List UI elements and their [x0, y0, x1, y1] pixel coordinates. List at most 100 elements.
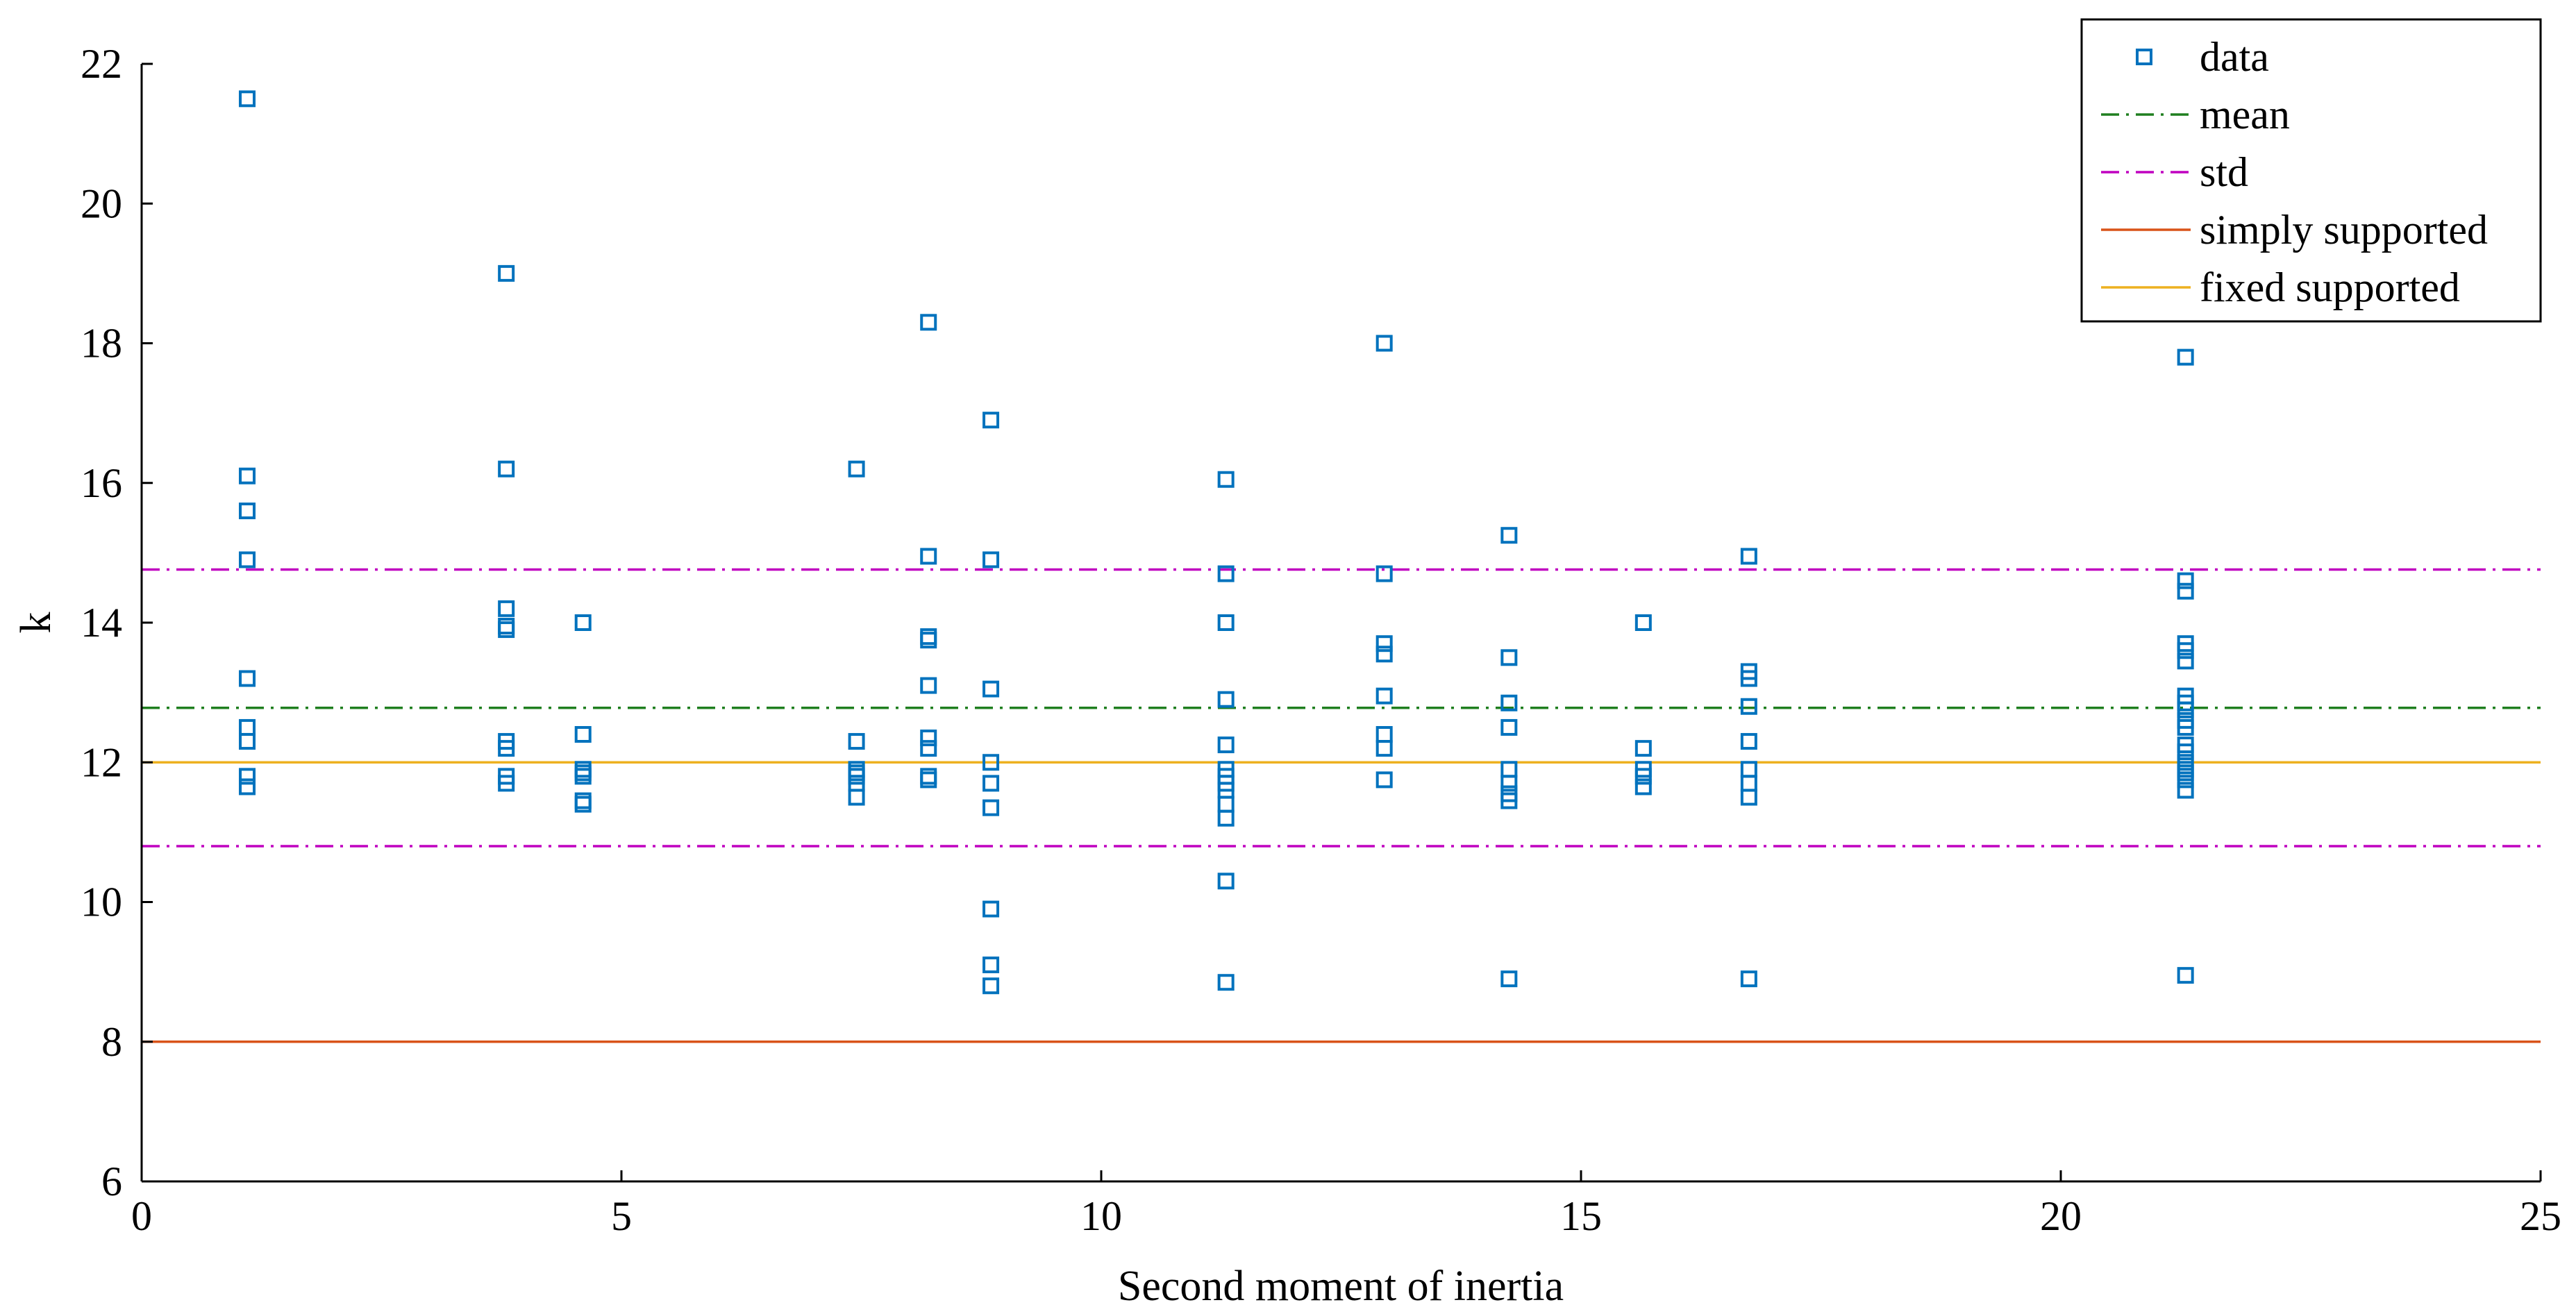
legend-label-std: std — [2200, 149, 2248, 195]
tick-labels: 0 5 10 15 20 25 6 8 10 12 14 16 18 20 22 — [81, 41, 2561, 1239]
data-point — [498, 775, 515, 792]
data-point — [1500, 761, 1518, 778]
data-point — [1634, 778, 1652, 795]
data-point — [982, 775, 1000, 792]
data-point — [1634, 740, 1652, 757]
y-tick-label: 8 — [101, 1019, 122, 1065]
data-point — [239, 733, 256, 750]
legend-label-mean: mean — [2200, 92, 2290, 137]
data-point — [1500, 775, 1518, 792]
data-point — [2177, 652, 2194, 670]
data-point — [1500, 718, 1518, 736]
data-point — [2177, 701, 2194, 718]
data-point — [2177, 582, 2194, 600]
data-point — [1500, 694, 1518, 711]
data-point — [1740, 548, 1757, 565]
data-point — [1740, 970, 1757, 988]
data-point — [239, 718, 256, 736]
data-point — [2177, 967, 2194, 984]
data-point — [1217, 691, 1235, 708]
data-point — [498, 621, 515, 639]
data-point — [2177, 642, 2194, 659]
data-point — [1375, 687, 1393, 705]
x-tick-label: 5 — [611, 1193, 632, 1239]
data-point — [239, 778, 256, 795]
x-tick-label: 15 — [1560, 1193, 1602, 1239]
data-point — [848, 460, 865, 478]
data-point — [982, 977, 1000, 995]
data-point — [498, 618, 515, 635]
data-point — [920, 771, 937, 789]
data-point — [574, 726, 592, 743]
data-point — [2177, 771, 2194, 789]
legend-label-fixed-supported: fixed supported — [2200, 264, 2460, 310]
data-point — [1634, 614, 1652, 631]
legend: data mean std simply supported fixed support… — [2080, 18, 2542, 323]
data-point — [982, 754, 1000, 771]
data-point — [498, 600, 515, 617]
y-tick-label: 10 — [81, 879, 122, 925]
data-point — [1217, 471, 1235, 488]
x-tick-label: 20 — [2040, 1193, 2082, 1239]
data-point — [1740, 761, 1757, 778]
data-point — [920, 740, 937, 757]
data-points — [239, 90, 2194, 995]
data-point — [1217, 974, 1235, 991]
legend-label-simply-supported: simply supported — [2200, 207, 2488, 253]
data-point — [498, 460, 515, 478]
data-point — [920, 314, 937, 331]
data-point — [574, 792, 592, 809]
data-point — [1375, 335, 1393, 352]
data-point — [1217, 873, 1235, 890]
data-point — [574, 795, 592, 813]
data-point — [982, 680, 1000, 698]
data-point — [498, 740, 515, 757]
data-point — [498, 264, 515, 282]
x-tick-label: 25 — [2520, 1193, 2561, 1239]
data-point — [982, 412, 1000, 429]
data-point — [239, 467, 256, 485]
y-tick-label: 20 — [81, 180, 122, 226]
data-point — [982, 799, 1000, 816]
y-tick-label: 14 — [81, 600, 122, 646]
data-point — [920, 677, 937, 694]
data-point — [2177, 572, 2194, 589]
x-tick-label: 10 — [1080, 1193, 1122, 1239]
data-point — [1500, 527, 1518, 544]
y-tick-label: 22 — [81, 41, 122, 87]
data-point — [574, 768, 592, 785]
data-point — [1375, 635, 1393, 652]
data-point — [982, 900, 1000, 918]
data-point — [2177, 348, 2194, 366]
data-point — [1375, 771, 1393, 789]
data-point — [239, 503, 256, 519]
legend-label-data: data — [2200, 34, 2269, 80]
data-point — [920, 548, 937, 565]
data-point — [920, 768, 937, 785]
data-point — [1217, 736, 1235, 754]
data-point — [848, 733, 865, 750]
data-point — [1740, 698, 1757, 715]
data-point — [2177, 743, 2194, 761]
data-point — [2177, 718, 2194, 736]
data-point — [920, 730, 937, 747]
data-point — [920, 632, 937, 649]
data-point — [239, 551, 256, 568]
data-point — [2177, 782, 2194, 799]
data-point — [239, 90, 256, 108]
y-tick-label: 12 — [81, 739, 122, 785]
data-point — [1375, 646, 1393, 663]
data-point — [1375, 740, 1393, 757]
data-point — [239, 670, 256, 687]
legend-box — [2080, 18, 2542, 323]
data-point — [1500, 970, 1518, 988]
reference-lines — [142, 568, 2541, 1043]
data-point — [239, 768, 256, 785]
data-point — [1740, 775, 1757, 792]
data-point — [848, 789, 865, 806]
data-point — [920, 628, 937, 646]
data-point — [1217, 565, 1235, 582]
data-point — [1375, 565, 1393, 582]
data-point — [1500, 792, 1518, 809]
